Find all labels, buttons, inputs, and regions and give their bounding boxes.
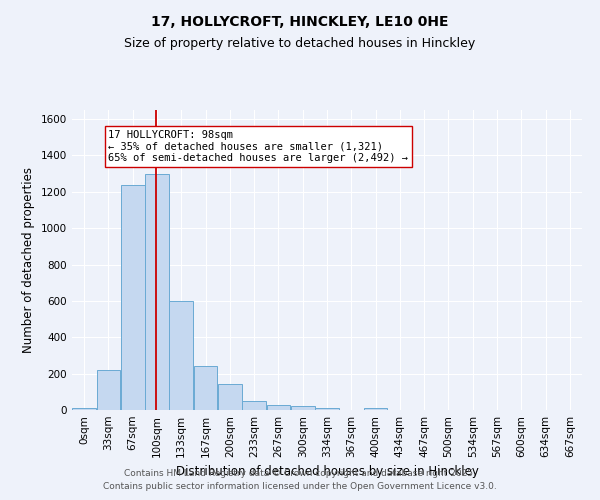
Bar [97,370,121,410]
Bar [242,401,266,410]
Bar [72,408,96,410]
Bar [121,184,145,410]
Y-axis label: Number of detached properties: Number of detached properties [22,167,35,353]
Text: Size of property relative to detached houses in Hinckley: Size of property relative to detached ho… [124,38,476,51]
Text: 17 HOLLYCROFT: 98sqm
← 35% of detached houses are smaller (1,321)
65% of semi-de: 17 HOLLYCROFT: 98sqm ← 35% of detached h… [109,130,409,163]
Bar [194,366,217,410]
Bar [315,408,339,410]
Text: 17, HOLLYCROFT, HINCKLEY, LE10 0HE: 17, HOLLYCROFT, HINCKLEY, LE10 0HE [151,15,449,29]
X-axis label: Distribution of detached houses by size in Hinckley: Distribution of detached houses by size … [176,466,478,478]
Bar [364,408,388,410]
Bar [145,174,169,410]
Bar [291,406,314,410]
Text: Contains HM Land Registry data © Crown copyright and database right 2025.: Contains HM Land Registry data © Crown c… [124,468,476,477]
Bar [266,404,290,410]
Text: Contains public sector information licensed under the Open Government Licence v3: Contains public sector information licen… [103,482,497,491]
Bar [169,301,193,410]
Bar [218,384,242,410]
